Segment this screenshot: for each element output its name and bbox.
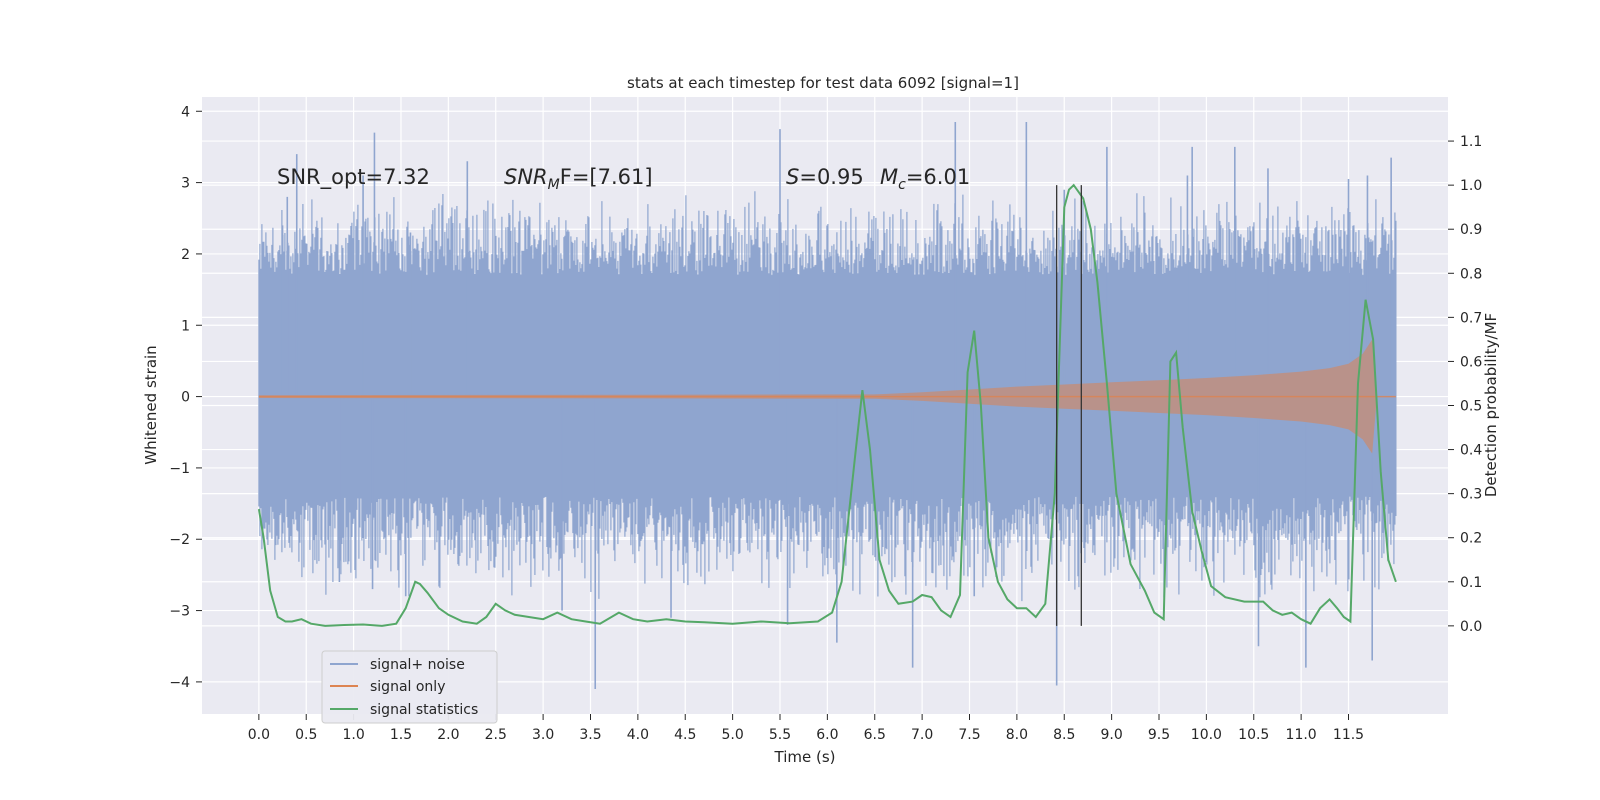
right-tick-label: 0.3 <box>1460 487 1482 503</box>
right-tick-label: 0.8 <box>1460 266 1482 282</box>
right-tick-label: 0.7 <box>1460 310 1482 326</box>
snr-mf-sub: M <box>548 177 560 193</box>
x-tick-label: 9.5 <box>1148 727 1170 743</box>
x-tick-label: 11.5 <box>1333 727 1364 743</box>
right-tick-label: 0.5 <box>1460 399 1482 415</box>
y-tick-label: −2 <box>169 532 190 548</box>
y-axis-label: Whitened strain <box>142 345 160 464</box>
y-tick-label: −3 <box>169 604 190 620</box>
annotation-mc: Mc=6.01 <box>880 165 970 193</box>
x-tick-label: 0.0 <box>248 727 270 743</box>
x-tick-label: 1.0 <box>342 727 364 743</box>
y-tick-label: 2 <box>181 247 190 263</box>
legend-label-signal-only: signal only <box>370 679 445 695</box>
legend-box <box>321 650 498 724</box>
x-axis-label: Time (s) <box>774 748 836 766</box>
statistics-line <box>257 183 1397 627</box>
right-tick-label: 0.6 <box>1460 354 1482 370</box>
signal-statistics-series <box>257 183 1397 627</box>
x-tick-label: 8.5 <box>1053 727 1075 743</box>
x-tick-label: 11.0 <box>1286 727 1317 743</box>
right-tick-label: 0.1 <box>1460 575 1482 591</box>
mc-sub: c <box>898 177 906 193</box>
right-tick-label: 1.1 <box>1460 134 1482 150</box>
x-tick-label: 6.0 <box>816 727 838 743</box>
x-tick-label: 1.5 <box>390 727 412 743</box>
snr-mf-base: SNR <box>504 165 548 189</box>
right-tick-label: 1.0 <box>1460 178 1482 194</box>
s-label: S <box>786 165 799 189</box>
right-tick-label: 0.0 <box>1460 619 1482 635</box>
right-axis-ticks: 0.0 0.1 0.2 0.3 0.4 0.5 0.6 0.7 0.8 0.9 1.0 1.1 <box>1448 134 1482 635</box>
x-tick-label: 2.5 <box>485 727 507 743</box>
y-tick-label: 4 <box>181 104 190 120</box>
x-tick-label: 6.5 <box>864 727 886 743</box>
x-tick-label: 7.5 <box>958 727 980 743</box>
x-tick-label: 0.5 <box>295 727 317 743</box>
y-tick-label: −4 <box>169 675 190 691</box>
x-tick-label: 7.0 <box>911 727 933 743</box>
y-tick-label: −1 <box>169 461 190 477</box>
x-tick-label: 5.0 <box>721 727 743 743</box>
annotation-snr-mf: SNRMF=[7.61] <box>504 165 653 193</box>
s-value: =0.95 <box>799 165 863 189</box>
y-tick-label: 0 <box>181 390 190 406</box>
signal-only-series <box>258 339 1396 454</box>
annotation-snr-opt: SNR_opt=7.32 <box>277 165 430 190</box>
right-tick-label: 0.9 <box>1460 222 1482 238</box>
x-tick-label: 2.0 <box>437 727 459 743</box>
x-tick-label: 10.5 <box>1238 727 1269 743</box>
vertical-markers <box>1056 185 1082 626</box>
chart-title: stats at each timestep for test data 609… <box>627 74 1019 92</box>
y-tick-label: 1 <box>181 318 190 334</box>
mc-base: M <box>880 165 898 189</box>
x-tick-label: 3.0 <box>532 727 554 743</box>
mc-value: =6.01 <box>906 165 970 189</box>
x-tick-label: 10.0 <box>1191 727 1222 743</box>
right-tick-label: 0.4 <box>1460 443 1482 459</box>
x-axis-ticks: 0.0 0.5 1.0 1.5 2.0 2.5 3.0 3.5 4.0 4.5 5.0 5.5 6.0 6… <box>248 714 1364 743</box>
right-axis-label: Detection probability/MF <box>1482 313 1500 497</box>
right-tick-label: 0.2 <box>1460 531 1482 547</box>
x-tick-label: 9.0 <box>1100 727 1122 743</box>
y-tick-label: 3 <box>181 176 190 192</box>
legend-label-signal-noise: signal+ noise <box>370 657 465 673</box>
x-tick-label: 4.5 <box>674 727 696 743</box>
legend: signal+ noise signal only signal statist… <box>321 650 498 724</box>
annotation-s: S=0.95 <box>786 165 864 189</box>
x-tick-label: 3.5 <box>579 727 601 743</box>
y-axis-ticks: −4 −3 −2 −1 0 1 2 3 4 <box>169 104 202 691</box>
snr-mf-rest: F=[7.61] <box>560 165 653 189</box>
legend-label-signal-statistics: signal statistics <box>370 702 478 718</box>
x-tick-label: 8.0 <box>1006 727 1028 743</box>
x-tick-label: 4.0 <box>627 727 649 743</box>
x-tick-label: 5.5 <box>769 727 791 743</box>
